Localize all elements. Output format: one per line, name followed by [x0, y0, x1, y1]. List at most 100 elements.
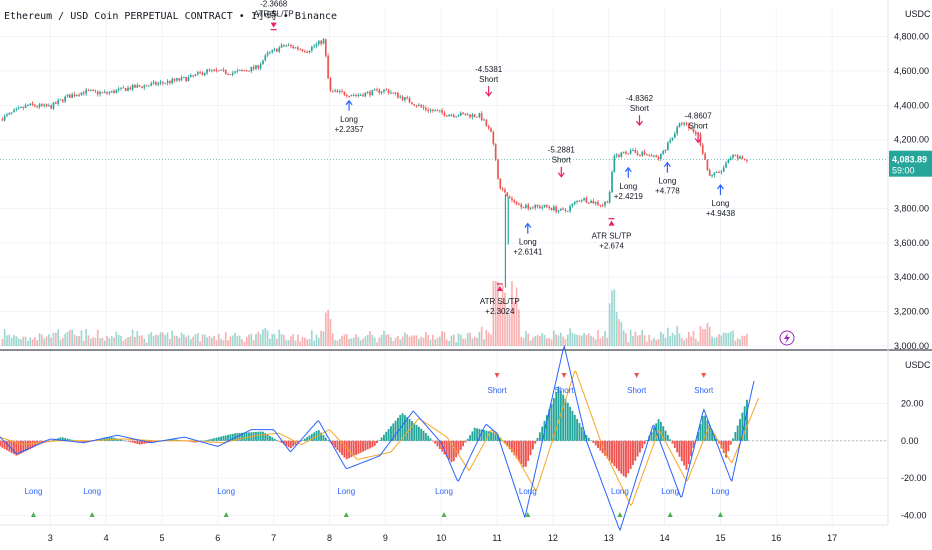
volume-bar [129, 336, 132, 346]
histogram-bar [231, 433, 234, 441]
volume-bar [704, 328, 706, 346]
price-axis[interactable]: USDC 4,800.00 4,600.00 4,400.00 4,200.00 3,80… [889, 9, 932, 351]
long-arrowhead [624, 166, 632, 173]
replay-icon[interactable] [779, 330, 795, 346]
histogram-bar [720, 440, 723, 449]
candle-body [3, 115, 6, 121]
candle-body [618, 154, 620, 157]
histogram-bar [736, 425, 739, 441]
volume-bar [185, 336, 188, 346]
candle-body [438, 110, 441, 112]
volume-bar [231, 335, 234, 346]
candle-body [45, 104, 48, 107]
candle-body [711, 175, 713, 177]
candle-body [394, 92, 397, 94]
histogram-bar [82, 440, 85, 443]
volume-bar [387, 334, 390, 346]
signal-label-value: +2.4219 [614, 192, 644, 201]
volume-bar [52, 332, 55, 346]
candle-body [110, 90, 113, 93]
histogram-bar [464, 440, 467, 443]
volume-bar [401, 336, 404, 346]
candle-body [718, 171, 720, 173]
histogram-bar [64, 438, 67, 441]
histogram-bar [26, 440, 29, 451]
histogram-bar [548, 409, 551, 441]
histogram-bar [222, 436, 225, 441]
histogram-bar [641, 440, 644, 449]
candle-body [643, 151, 646, 155]
volume-bar [501, 285, 504, 346]
histogram-bar [671, 440, 674, 444]
histogram-bar [334, 440, 337, 448]
candle-body [541, 207, 544, 209]
histogram-bar [357, 440, 360, 454]
volume-bar [643, 335, 646, 346]
volume-bar [8, 334, 11, 346]
osc-long-label: Long [83, 487, 101, 496]
signal-label-type: Short [689, 121, 709, 130]
histogram-bar [6, 440, 8, 451]
atr-marker [496, 285, 503, 291]
histogram-bar [417, 426, 420, 441]
histogram-bar [117, 438, 120, 441]
osc-long-triangle [343, 512, 349, 517]
candle-body [92, 90, 94, 92]
volume-bar [350, 338, 353, 346]
volume-bar [280, 334, 283, 346]
histogram-bar [303, 438, 306, 441]
histogram-bar [141, 440, 143, 445]
candle-body [683, 123, 685, 125]
candle-body [476, 116, 478, 118]
histogram-bar [406, 417, 409, 441]
candle-body [506, 192, 509, 197]
histogram-bar [571, 410, 574, 441]
candle-body [411, 102, 413, 105]
volume-bar [434, 339, 436, 346]
candle-body [471, 114, 474, 118]
time-axis[interactable]: 3 4 5 6 7 8 9 10 11 12 13 14 15 16 17 [48, 533, 837, 543]
volume-bar [641, 329, 644, 346]
volume-bar [711, 336, 713, 346]
volume-bar [173, 335, 176, 346]
histogram-bar [566, 402, 569, 441]
candle-body [120, 87, 122, 89]
candle-body [401, 96, 404, 101]
candle-body [508, 196, 511, 199]
histogram-bar [722, 440, 725, 453]
candle-body [571, 203, 574, 207]
candle-body [585, 197, 588, 203]
volume-bar [317, 338, 320, 346]
volume-bar [508, 314, 511, 346]
volume-bar [27, 340, 29, 346]
histogram-bar [80, 440, 83, 443]
volume-bar [390, 337, 392, 346]
volume-bar [692, 330, 695, 346]
candle-body [597, 202, 599, 205]
volume-bar [341, 336, 343, 346]
volume-bar [194, 334, 197, 346]
histogram-bar [590, 440, 592, 441]
candle-body [129, 87, 132, 90]
histogram-bar [124, 440, 127, 442]
histogram-bar [708, 424, 711, 441]
volume-bar [259, 334, 262, 346]
candle-body [383, 89, 385, 92]
time-tick-label: 15 [715, 533, 725, 543]
volume-bar [555, 334, 558, 346]
volume-bar [85, 329, 87, 346]
histogram-bar [727, 440, 730, 452]
candle-body [173, 78, 176, 81]
oscillator-axis[interactable]: USDC 20.00 0.00 -20.00 -40.00 [901, 360, 931, 521]
candle-body [469, 114, 471, 118]
candle-body [131, 84, 134, 90]
candle-body [180, 77, 183, 81]
volume-bar [290, 336, 292, 346]
volume-bar [520, 337, 523, 346]
volume-bar [322, 331, 325, 346]
candle-body [134, 84, 136, 88]
signal-label-value: +2.2357 [334, 125, 364, 134]
volume-bar [636, 335, 639, 346]
candle-body [343, 91, 346, 95]
